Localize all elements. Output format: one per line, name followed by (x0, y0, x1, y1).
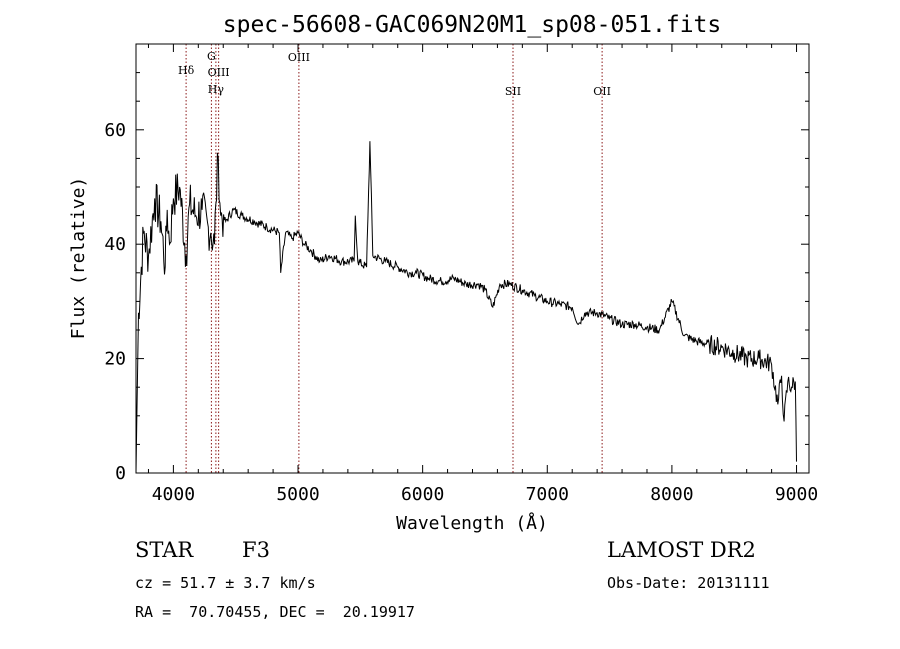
spectrum-chart: spec-56608-GAC069N20M1_sp08-051.fits Hδ G… (68, 12, 818, 534)
chart-title: spec-56608-GAC069N20M1_sp08-051.fits (223, 12, 722, 38)
y-axis-label: Flux (relative) (68, 177, 89, 340)
spectral-line-label: OIII (208, 66, 230, 79)
y-tick-label: 60 (104, 120, 126, 141)
y-tick-label: 20 (104, 349, 126, 370)
observation-date: Obs-Date: 20131111 (607, 574, 770, 592)
x-tick-label: 6000 (401, 484, 444, 505)
plot-frame (135, 43, 810, 474)
spectral-line-label: Hγ (208, 83, 225, 96)
x-tick-label: 9000 (775, 484, 818, 505)
x-tick-label: 5000 (276, 484, 319, 505)
spectrum-series-line (135, 141, 797, 474)
spectral-line-label: Hδ (178, 64, 195, 77)
object-class: STAR (135, 538, 194, 562)
y-tick-label: 0 (115, 463, 126, 484)
x-tick-label: 7000 (526, 484, 569, 505)
x-tick-label: 8000 (650, 484, 693, 505)
spectral-line-label: G (207, 50, 216, 63)
spectral-line-label: OIII (288, 51, 310, 64)
x-tick-label: 4000 (152, 484, 195, 505)
spectral-line-label: SII (505, 85, 521, 98)
x-axis-label: Wavelength (Å) (396, 512, 548, 534)
redshift-cz: cz = 51.7 ± 3.7 km/s (135, 574, 316, 592)
object-subclass: F3 (242, 538, 270, 562)
spectral-line-label: OII (593, 85, 611, 98)
survey-name: LAMOST DR2 (607, 538, 756, 562)
coordinates: RA = 70.70455, DEC = 20.19917 (135, 603, 415, 621)
y-tick-label: 40 (104, 234, 126, 255)
